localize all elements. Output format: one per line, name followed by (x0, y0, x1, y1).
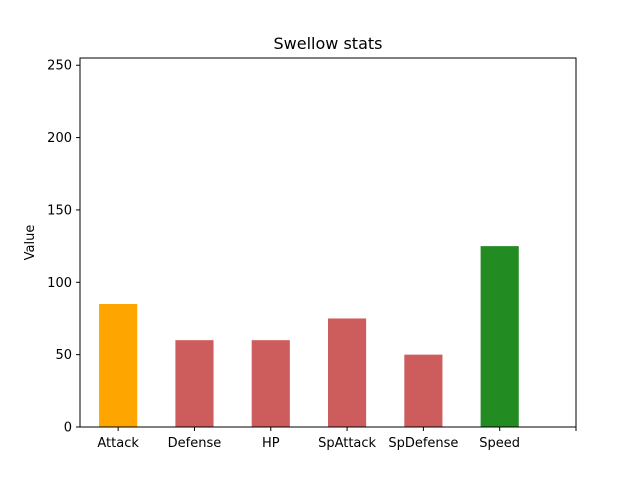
y-tick-label: 50 (55, 348, 72, 363)
y-tick-label: 0 (64, 421, 72, 436)
x-tick-label: HP (262, 436, 280, 451)
x-tick-label: SpDefense (388, 436, 458, 451)
bar-defense (175, 340, 214, 427)
plot-frame (79, 57, 577, 428)
bars-group (99, 246, 519, 427)
y-tick-label: 150 (47, 203, 72, 218)
bar-spattack (328, 318, 367, 427)
y-tick-label: 200 (47, 131, 72, 146)
y-tick-label: 100 (47, 276, 72, 291)
x-tick-label: SpAttack (318, 436, 376, 451)
bar-hp (251, 340, 290, 427)
y-tick-label: 250 (47, 59, 72, 74)
x-axis: Attack Defense HP SpAttack SpDefense Speed (97, 427, 577, 451)
x-tick-label: Speed (479, 436, 520, 451)
bar-spdefense (404, 354, 443, 427)
x-tick-label: Attack (97, 436, 139, 451)
y-axis-label: Value (23, 225, 38, 261)
y-axis: 0 50 100 150 200 250 (47, 59, 80, 436)
bar-speed (480, 246, 519, 427)
chart-title: Swellow stats (274, 34, 383, 53)
bar-attack (99, 304, 138, 427)
x-tick-label: Defense (168, 436, 222, 451)
